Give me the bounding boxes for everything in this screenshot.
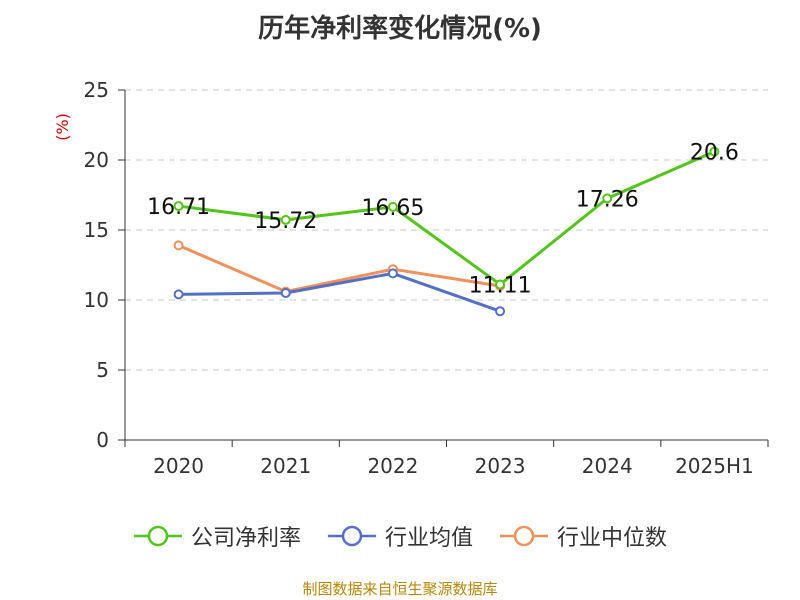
y-tick-label: 0	[96, 428, 109, 452]
data-label: 16.65	[361, 196, 424, 221]
y-tick-label: 15	[84, 218, 109, 242]
data-label: 20.6	[690, 141, 739, 166]
legend-item[interactable]: 行业中位数	[499, 520, 667, 552]
x-tick-label: 2024	[582, 454, 633, 478]
data-point	[173, 289, 184, 300]
y-axis-label: (%)	[53, 113, 72, 141]
data-point	[495, 279, 506, 290]
x-tick-label: 2023	[475, 454, 526, 478]
legend-marker-icon	[327, 525, 376, 547]
chart-title: 历年净利率变化情况(%)	[258, 14, 542, 44]
series-line-0	[178, 150, 716, 286]
grid-lines	[125, 89, 768, 371]
legend-marker-icon	[133, 525, 182, 547]
legend-label: 行业均值	[384, 526, 473, 551]
data-point	[602, 193, 613, 204]
x-tick-label: 2022	[367, 454, 418, 478]
legend-item[interactable]: 行业均值	[327, 520, 473, 552]
legend-item[interactable]: 公司净利率	[133, 520, 301, 552]
data-labels: 16.71 15.72 16.65 11.11 17.26 20.6	[147, 141, 739, 299]
legend-label: 行业中位数	[557, 526, 668, 551]
legend-label: 公司净利率	[190, 526, 301, 551]
y-tick-label: 25	[84, 78, 109, 102]
data-point	[173, 240, 184, 251]
y-tick-label: 20	[84, 148, 109, 172]
series-layer	[173, 146, 720, 317]
data-point	[280, 288, 291, 298]
axes: 0 5 10 15 20 25 2020 2021 2022 2023 2024 2025H1 (%)	[53, 78, 769, 478]
series-line-2	[177, 244, 501, 294]
x-tick-label: 2021	[260, 454, 311, 478]
data-label: 15.72	[254, 209, 317, 234]
data-label: 17.26	[576, 187, 639, 212]
series-line-1	[178, 271, 501, 313]
data-point	[387, 201, 398, 212]
data-point	[173, 201, 184, 212]
data-point	[709, 146, 720, 157]
data-point	[280, 214, 291, 225]
data-label: 16.71	[147, 195, 210, 220]
y-tick-label: 10	[84, 288, 109, 312]
x-tick-label: 2025H1	[675, 454, 754, 478]
legend: 公司净利率 行业均值 行业中位数	[0, 520, 800, 552]
legend-marker-icon	[500, 525, 548, 547]
data-point	[387, 268, 398, 279]
data-label: 11.11	[469, 273, 532, 298]
y-tick-label: 5	[96, 358, 109, 382]
source-note: 制图数据来自恒生聚源数据库	[302, 580, 498, 598]
data-point	[495, 306, 506, 317]
x-tick-label: 2020	[153, 454, 204, 478]
